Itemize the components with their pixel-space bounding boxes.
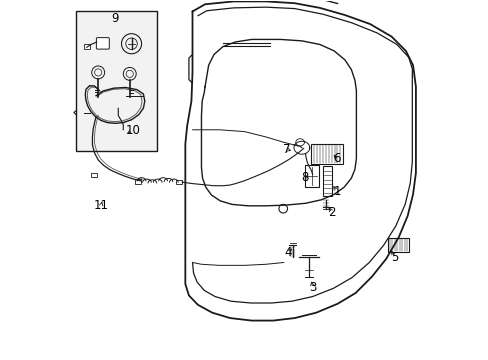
Bar [83,44,89,49]
Bar [135,179,141,184]
Text: 7: 7 [283,143,290,156]
Text: 2: 2 [328,207,335,220]
Bar [89,111,96,115]
Text: 9: 9 [111,12,119,25]
Bar [118,93,126,98]
Bar [387,238,408,252]
Bar [91,173,97,177]
Bar [175,180,182,184]
Text: 8: 8 [301,171,308,184]
Bar [310,144,343,164]
Text: 6: 6 [333,152,340,165]
Text: 5: 5 [390,251,398,264]
Text: 11: 11 [93,199,108,212]
Bar [304,165,319,187]
Text: 1: 1 [333,185,340,198]
FancyBboxPatch shape [96,38,109,49]
Text: 4: 4 [284,246,291,259]
Text: 3: 3 [308,281,316,294]
Bar [76,12,156,151]
Bar [322,166,331,196]
Bar [121,129,127,133]
Text: 10: 10 [125,124,140,137]
Polygon shape [74,108,83,117]
